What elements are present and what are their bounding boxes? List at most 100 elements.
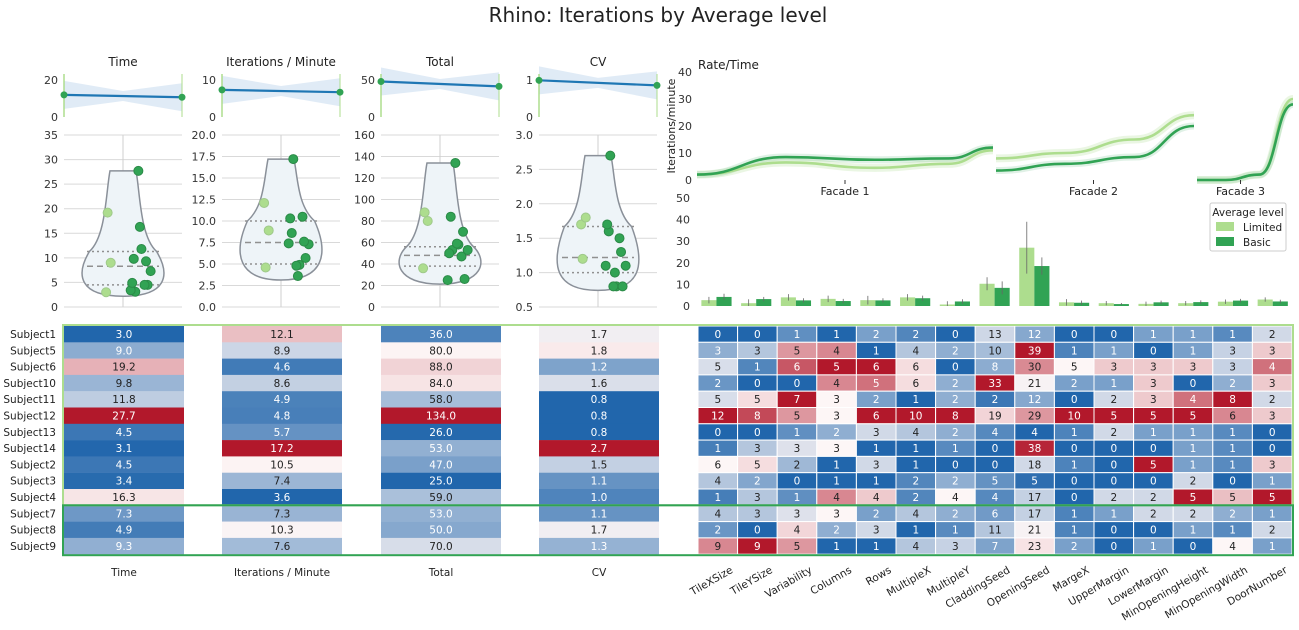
violin-tick-label: 0 [368, 301, 375, 314]
param-cell-value: 2 [833, 525, 840, 537]
violin-tick-label: 3.0 [516, 129, 534, 142]
param-cell-value: 2 [952, 378, 959, 390]
param-cell-value: 3 [952, 541, 959, 553]
metric-cell-value: 59.0 [429, 492, 452, 504]
rate-time-panel: Rate/Time Iterations/minute 0 10 20 30 40 Facad… [665, 58, 1295, 198]
metric-cell-value: 1.6 [591, 378, 608, 390]
param-cell-value: 0 [1229, 476, 1236, 488]
param-cell-value: 1 [1190, 345, 1197, 357]
param-cell-value: 3 [1269, 378, 1276, 390]
param-column-label: Rows [864, 564, 894, 588]
bar-tick-label: 40 [676, 214, 690, 227]
metric-cell [222, 440, 342, 457]
metric-cell-value: 0.8 [591, 411, 608, 423]
param-cell-value: 2 [1269, 394, 1276, 406]
param-cell-value: 5 [1071, 362, 1078, 374]
metric-cell-value: 4.5 [116, 459, 133, 471]
metric-cell-value: 7.6 [274, 541, 291, 553]
param-cell-value: 4 [1229, 541, 1236, 553]
metric-cell [381, 374, 501, 392]
violin-tick-label: 1.0 [516, 267, 534, 280]
trend-tick-label: 0 [368, 111, 375, 124]
param-cell-value: 17 [1028, 492, 1041, 504]
param-cell-value: 0 [714, 427, 721, 439]
metric-cell-value: 58.0 [429, 394, 452, 406]
metric-cell [222, 407, 342, 424]
metric-cell-value: 53.0 [429, 508, 452, 520]
param-cell-value: 39 [1028, 345, 1041, 357]
bar-tick-label: 50 [676, 192, 690, 205]
param-cell-value: 0 [1150, 345, 1157, 357]
metric-cell-value: 1.2 [591, 362, 608, 374]
violin-tick-label: 2.5 [199, 280, 217, 293]
violin-point-limited [102, 207, 113, 218]
param-cell-value: 1 [833, 329, 840, 341]
legend-title: Average level [1212, 207, 1283, 219]
param-cell-value: 5 [1229, 492, 1236, 504]
metric-cell-value: 5.7 [274, 427, 291, 439]
param-cell-value: 4 [952, 492, 959, 504]
metric-cell-value: 8.9 [274, 345, 291, 357]
param-cell-value: 5 [1031, 476, 1038, 488]
metric-cell [64, 456, 184, 473]
rate-time-line-basic [1197, 103, 1294, 182]
param-cell-value: 3 [873, 459, 880, 471]
metric-cell-value: 8.6 [274, 378, 291, 390]
bar-basic [716, 296, 732, 306]
violin-tick-label: 60 [361, 237, 375, 250]
trend-tick-label: 0 [51, 111, 58, 124]
param-cell-value: 2 [1269, 329, 1276, 341]
row-label: Subject12 [3, 411, 56, 423]
bar-basic [994, 287, 1010, 306]
bar-limited [1019, 247, 1035, 306]
param-cell-value: 1 [1071, 345, 1078, 357]
param-cell-value: 3 [754, 508, 761, 520]
param-cell-value: 5 [1190, 492, 1197, 504]
row-label: Subject5 [10, 345, 56, 357]
trend-line [538, 79, 658, 87]
violin-tick-label: 12.5 [192, 194, 217, 207]
bar-basic [915, 298, 931, 306]
param-cell-value: 0 [1110, 329, 1117, 341]
violin-point-basic [283, 238, 294, 249]
violin-tick-label: 160 [354, 129, 375, 142]
param-cell-value: 6 [992, 508, 999, 520]
legend-swatch [1216, 222, 1234, 231]
param-cell-value: 4 [794, 525, 801, 537]
param-cell-value: 2 [1150, 508, 1157, 520]
legend-swatch [1216, 237, 1234, 246]
metric-cell [222, 505, 342, 522]
bar-limited [780, 297, 796, 306]
violin-point-basic [288, 154, 299, 165]
param-cell-value: 3 [794, 443, 801, 455]
violin-point-basic [139, 279, 150, 290]
param-cell-value: 1 [1150, 541, 1157, 553]
metric-cell-value: 4.5 [116, 427, 133, 439]
metric-cell [381, 537, 501, 555]
param-cell-value: 0 [1150, 443, 1157, 455]
param-cell-value: 0 [1190, 541, 1197, 553]
param-cell-value: 5 [714, 394, 721, 406]
param-cell-value: 0 [754, 329, 761, 341]
param-cell-value: 9 [754, 541, 761, 553]
param-cell-value: 3 [833, 443, 840, 455]
violin-point-basic [608, 281, 619, 292]
param-cell-value: 5 [833, 362, 840, 374]
param-cell-value: 3 [1110, 362, 1117, 374]
metric-cell-value: 3.4 [116, 476, 133, 488]
row-label: Subject3 [10, 476, 56, 488]
param-cell-value: 1 [833, 541, 840, 553]
violin-tick-label: 20 [361, 280, 375, 293]
param-cell-value: 2 [952, 476, 959, 488]
param-cell-value: 0 [1071, 329, 1078, 341]
violin-point-limited [422, 216, 433, 226]
param-cell-value: 5 [714, 362, 721, 374]
param-cell-value: 4 [912, 345, 919, 357]
param-cell-value: 0 [992, 443, 999, 455]
violin-point-limited [101, 287, 112, 298]
param-cell-value: 1 [754, 362, 761, 374]
trend-tick-label: 20 [44, 74, 58, 87]
param-cell-value: 1 [833, 476, 840, 488]
trend-tick-label: 0 [526, 111, 533, 124]
